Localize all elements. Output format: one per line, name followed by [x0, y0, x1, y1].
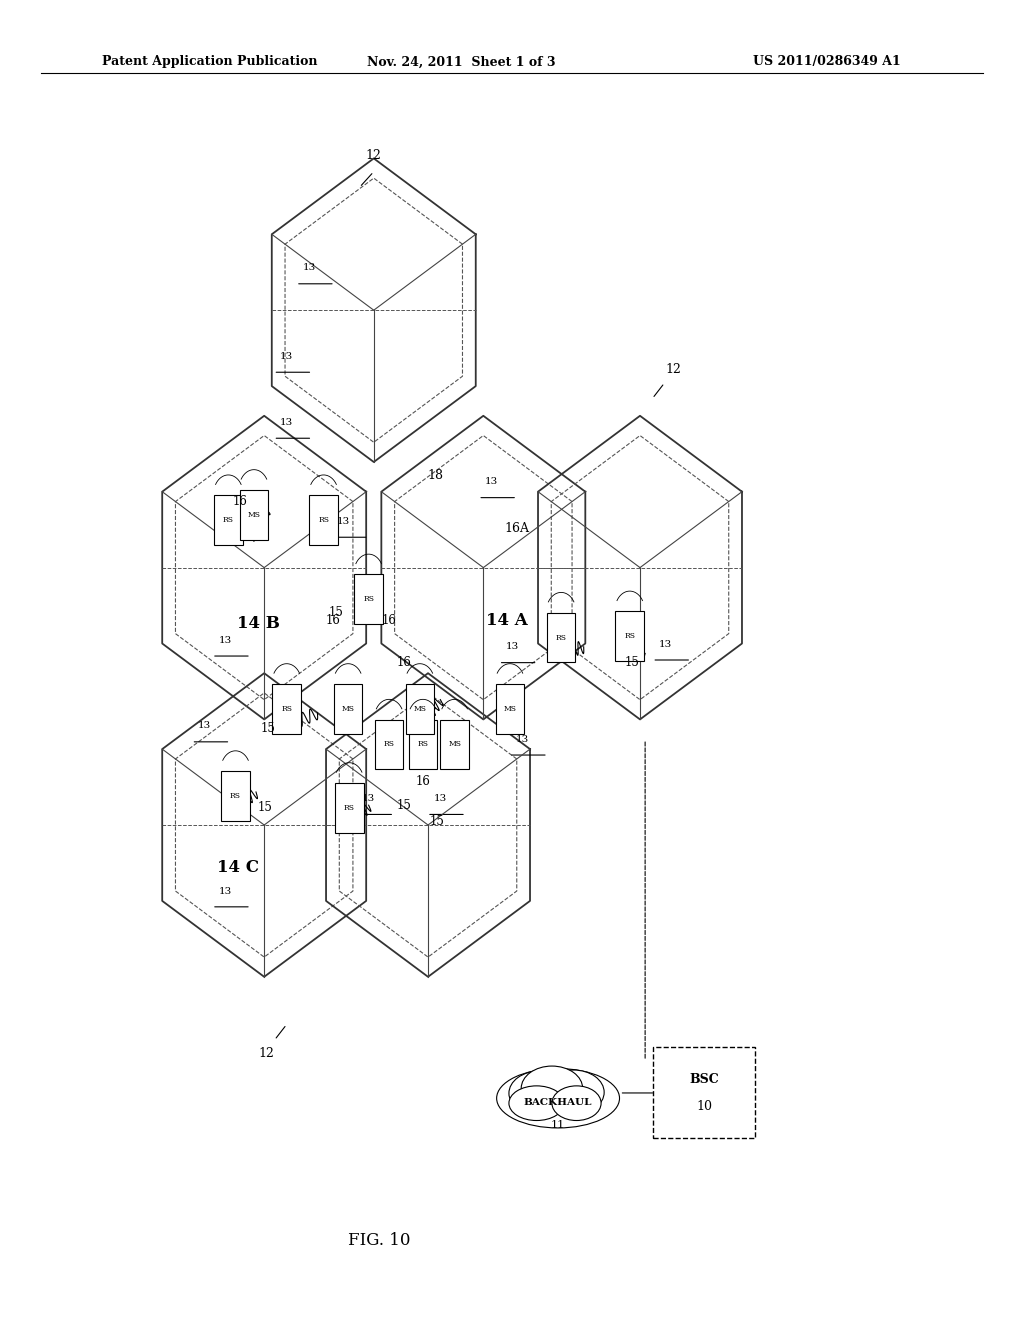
Text: US 2011/0286349 A1: US 2011/0286349 A1 [754, 55, 901, 69]
Text: 15: 15 [261, 722, 275, 735]
Text: 15: 15 [258, 801, 272, 814]
Text: 16: 16 [416, 775, 430, 788]
FancyBboxPatch shape [272, 684, 301, 734]
Ellipse shape [497, 1069, 620, 1127]
Text: FIG. 10: FIG. 10 [347, 1233, 411, 1249]
Text: 13: 13 [506, 643, 518, 651]
Text: 13: 13 [219, 887, 231, 895]
Text: 12: 12 [366, 149, 382, 162]
Text: 16: 16 [326, 614, 340, 627]
Text: 18: 18 [427, 469, 443, 482]
Text: Nov. 24, 2011  Sheet 1 of 3: Nov. 24, 2011 Sheet 1 of 3 [367, 55, 555, 69]
Text: MS: MS [449, 741, 461, 748]
Text: MS: MS [342, 705, 354, 713]
Text: 14 C: 14 C [216, 859, 259, 875]
FancyBboxPatch shape [335, 783, 364, 833]
Ellipse shape [521, 1067, 583, 1110]
Text: 13: 13 [434, 795, 446, 803]
FancyBboxPatch shape [354, 574, 383, 624]
Text: MS: MS [504, 705, 516, 713]
Text: BSC: BSC [689, 1073, 720, 1086]
Text: MS: MS [414, 705, 426, 713]
Ellipse shape [509, 1086, 564, 1121]
Text: RS: RS [223, 516, 233, 524]
Text: 10: 10 [696, 1100, 713, 1113]
Text: 16: 16 [232, 495, 247, 508]
Text: Patent Application Publication: Patent Application Publication [102, 55, 317, 69]
Text: 14 B: 14 B [237, 615, 280, 631]
Text: 13: 13 [219, 636, 231, 644]
Text: RS: RS [625, 632, 635, 640]
Ellipse shape [552, 1086, 601, 1121]
FancyBboxPatch shape [406, 684, 434, 734]
FancyBboxPatch shape [240, 490, 268, 540]
Text: 13: 13 [303, 264, 315, 272]
Text: 13: 13 [485, 478, 498, 486]
Text: 15: 15 [397, 799, 412, 812]
Text: 13: 13 [362, 795, 375, 803]
FancyBboxPatch shape [334, 684, 362, 734]
FancyBboxPatch shape [221, 771, 250, 821]
Text: 13: 13 [199, 722, 211, 730]
FancyBboxPatch shape [653, 1047, 755, 1138]
Text: RS: RS [318, 516, 329, 524]
Text: 11: 11 [551, 1119, 565, 1130]
Text: BACKHAUL: BACKHAUL [524, 1098, 592, 1106]
FancyBboxPatch shape [547, 612, 575, 663]
Text: 15: 15 [329, 606, 343, 619]
Text: 15: 15 [625, 656, 639, 669]
Text: 16: 16 [397, 656, 412, 669]
Text: MS: MS [248, 511, 260, 519]
Text: 16: 16 [382, 614, 396, 627]
FancyBboxPatch shape [309, 495, 338, 545]
Text: 13: 13 [659, 640, 672, 648]
Text: RS: RS [344, 804, 354, 812]
Text: 16A: 16A [505, 521, 529, 535]
Text: RS: RS [282, 705, 292, 713]
Ellipse shape [543, 1071, 604, 1114]
FancyBboxPatch shape [214, 495, 243, 545]
Ellipse shape [509, 1071, 570, 1115]
FancyBboxPatch shape [440, 719, 469, 770]
Text: 13: 13 [516, 735, 528, 743]
FancyBboxPatch shape [409, 719, 437, 770]
Text: RS: RS [556, 634, 566, 642]
Text: RS: RS [230, 792, 241, 800]
Text: 13: 13 [281, 352, 293, 360]
Text: RS: RS [384, 741, 394, 748]
Text: 13: 13 [337, 517, 349, 525]
Text: 12: 12 [258, 1047, 274, 1060]
Text: 15: 15 [430, 814, 444, 828]
Text: RS: RS [364, 595, 374, 603]
FancyBboxPatch shape [615, 611, 644, 661]
Text: RS: RS [418, 741, 428, 748]
FancyBboxPatch shape [375, 719, 403, 770]
Text: 12: 12 [666, 363, 682, 376]
Text: 13: 13 [281, 418, 293, 426]
Text: 14 A: 14 A [486, 612, 527, 628]
FancyBboxPatch shape [496, 684, 524, 734]
